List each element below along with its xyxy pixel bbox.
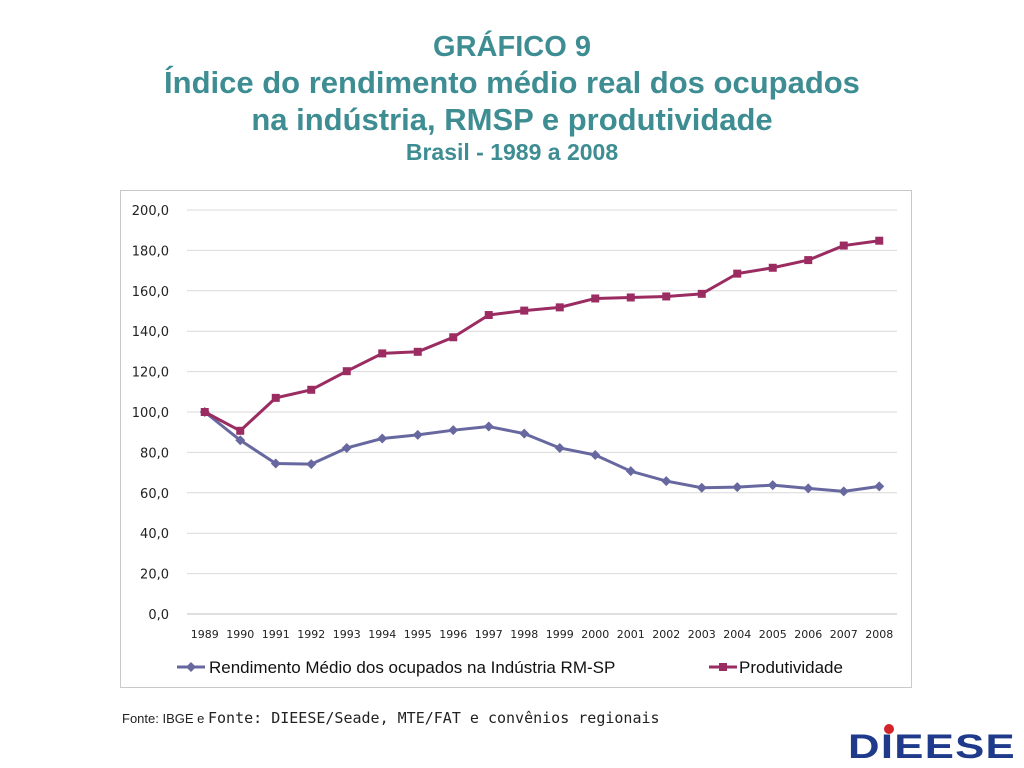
data-point-produtividade — [626, 293, 635, 302]
data-point-produtividade — [733, 269, 742, 278]
series-line-produtividade — [204, 239, 880, 433]
data-point-produtividade — [768, 263, 777, 272]
y-tick-label: 180,0 — [132, 244, 169, 259]
data-point-rendimento — [341, 442, 352, 453]
source-note-part-2: Fonte: DIEESE/Seade, MTE/FAT e convênios… — [208, 709, 660, 727]
x-tick-label: 1992 — [297, 628, 325, 641]
x-tick-label: 2004 — [723, 628, 751, 641]
x-tick-label: 2001 — [617, 628, 645, 641]
x-tick-label: 1989 — [191, 628, 219, 641]
y-tick-label: 200,0 — [132, 204, 169, 219]
data-point-rendimento — [377, 433, 388, 444]
y-tick-label: 20,0 — [140, 568, 169, 583]
data-point-rendimento — [732, 482, 743, 493]
data-point-produtividade — [662, 292, 671, 301]
x-tick-label: 2006 — [794, 628, 822, 641]
y-tick-label: 140,0 — [132, 325, 169, 340]
data-point-rendimento — [448, 425, 459, 436]
svg-text:DIEESE: DIEESE — [848, 728, 1016, 764]
chart-title-line-1: Índice do rendimento médio real dos ocup… — [164, 65, 860, 100]
x-tick-label: 1997 — [475, 628, 503, 641]
data-point-rendimento — [270, 458, 281, 469]
x-tick-label: 2000 — [581, 628, 609, 641]
legend: Rendimento Médio dos ocupados na Indústr… — [177, 658, 843, 677]
data-point-rendimento — [803, 483, 814, 494]
data-point-rendimento — [590, 450, 601, 461]
data-point-rendimento — [696, 482, 707, 493]
series-line-rendimento — [203, 410, 880, 493]
chart-subtitle: Brasil - 1989 a 2008 — [405, 139, 619, 165]
y-tick-label: 160,0 — [132, 285, 169, 300]
data-point-produtividade — [449, 333, 458, 342]
data-point-rendimento — [306, 459, 317, 470]
x-tick-label: 2005 — [759, 628, 787, 641]
data-point-produtividade — [413, 347, 422, 356]
x-tick-label: 1995 — [404, 628, 432, 641]
x-tick-label: 1999 — [546, 628, 574, 641]
data-point-rendimento — [625, 466, 636, 477]
x-tick-label: 2002 — [652, 628, 680, 641]
data-point-produtividade — [804, 256, 813, 265]
x-tick-label: 1990 — [226, 628, 254, 641]
data-point-produtividade — [342, 367, 351, 376]
x-tick-label: 1991 — [262, 628, 290, 641]
legend-label: Produtividade — [739, 658, 843, 677]
dieese-logo: DIEESE — [848, 724, 1016, 764]
data-point-produtividade — [307, 385, 316, 394]
data-point-rendimento — [235, 435, 246, 446]
x-tick-label: 1998 — [510, 628, 538, 641]
data-point-produtividade — [591, 294, 600, 303]
data-point-produtividade — [839, 241, 848, 250]
legend-label: Rendimento Médio dos ocupados na Indústr… — [209, 658, 615, 677]
gridlines — [187, 209, 897, 615]
data-point-produtividade — [697, 289, 706, 298]
data-point-rendimento — [874, 481, 885, 492]
chart-title-line-2: na indústria, RMSP e produtividade — [251, 102, 773, 137]
line-chart: 0,0 20,0 40,0 60,0 80,0 100,0 120,0 140,0 160,0 1… — [132, 204, 897, 677]
source-note: Fonte: IBGE e Fonte: DIEESE/Seade, MTE/F… — [122, 709, 660, 727]
x-tick-label: 1993 — [333, 628, 361, 641]
data-point-rendimento — [412, 429, 423, 440]
x-tick-label: 2007 — [830, 628, 858, 641]
x-tick-label: 2008 — [865, 628, 893, 641]
x-tick-label: 1994 — [368, 628, 396, 641]
data-point-rendimento — [838, 486, 849, 497]
data-point-produtividade — [484, 311, 493, 320]
chart-area: 0,0 20,0 40,0 60,0 80,0 100,0 120,0 140,0 160,0 1… — [120, 190, 912, 688]
data-point-rendimento — [661, 476, 672, 487]
x-tick-label: 1996 — [439, 628, 467, 641]
x-tick-label: 2003 — [688, 628, 716, 641]
y-tick-label: 60,0 — [140, 487, 169, 502]
x-axis-ticks: 1989 1990 1991 1992 1993 1994 1995 1996 1997 1998… — [191, 628, 894, 641]
legend-marker-diamond — [186, 662, 196, 672]
data-point-produtividade — [520, 306, 529, 315]
data-point-produtividade — [200, 408, 209, 416]
y-tick-label: 120,0 — [132, 366, 169, 381]
source-note-part-1: Fonte: IBGE e — [122, 711, 208, 726]
chart-title-block: GRÁFICO 9 Índice do rendimento médio rea… — [0, 30, 1024, 166]
chart-title-number: GRÁFICO 9 — [433, 31, 591, 63]
y-tick-label: 100,0 — [132, 406, 169, 421]
data-point-rendimento — [483, 421, 494, 432]
y-tick-label: 80,0 — [140, 446, 169, 461]
data-point-produtividade — [236, 426, 245, 435]
data-point-produtividade — [378, 349, 387, 358]
data-point-produtividade — [271, 393, 280, 402]
data-point-produtividade — [555, 303, 564, 312]
data-point-produtividade — [875, 236, 884, 245]
data-point-rendimento — [554, 442, 565, 453]
y-tick-label: 40,0 — [140, 527, 169, 542]
y-tick-label: 0,0 — [148, 608, 169, 623]
series-layer — [199, 236, 885, 497]
data-point-rendimento — [519, 428, 530, 439]
legend-marker-square — [719, 663, 727, 671]
data-point-rendimento — [767, 480, 778, 491]
y-axis-ticks: 0,0 20,0 40,0 60,0 80,0 100,0 120,0 140,0 160,0 1… — [132, 204, 169, 623]
